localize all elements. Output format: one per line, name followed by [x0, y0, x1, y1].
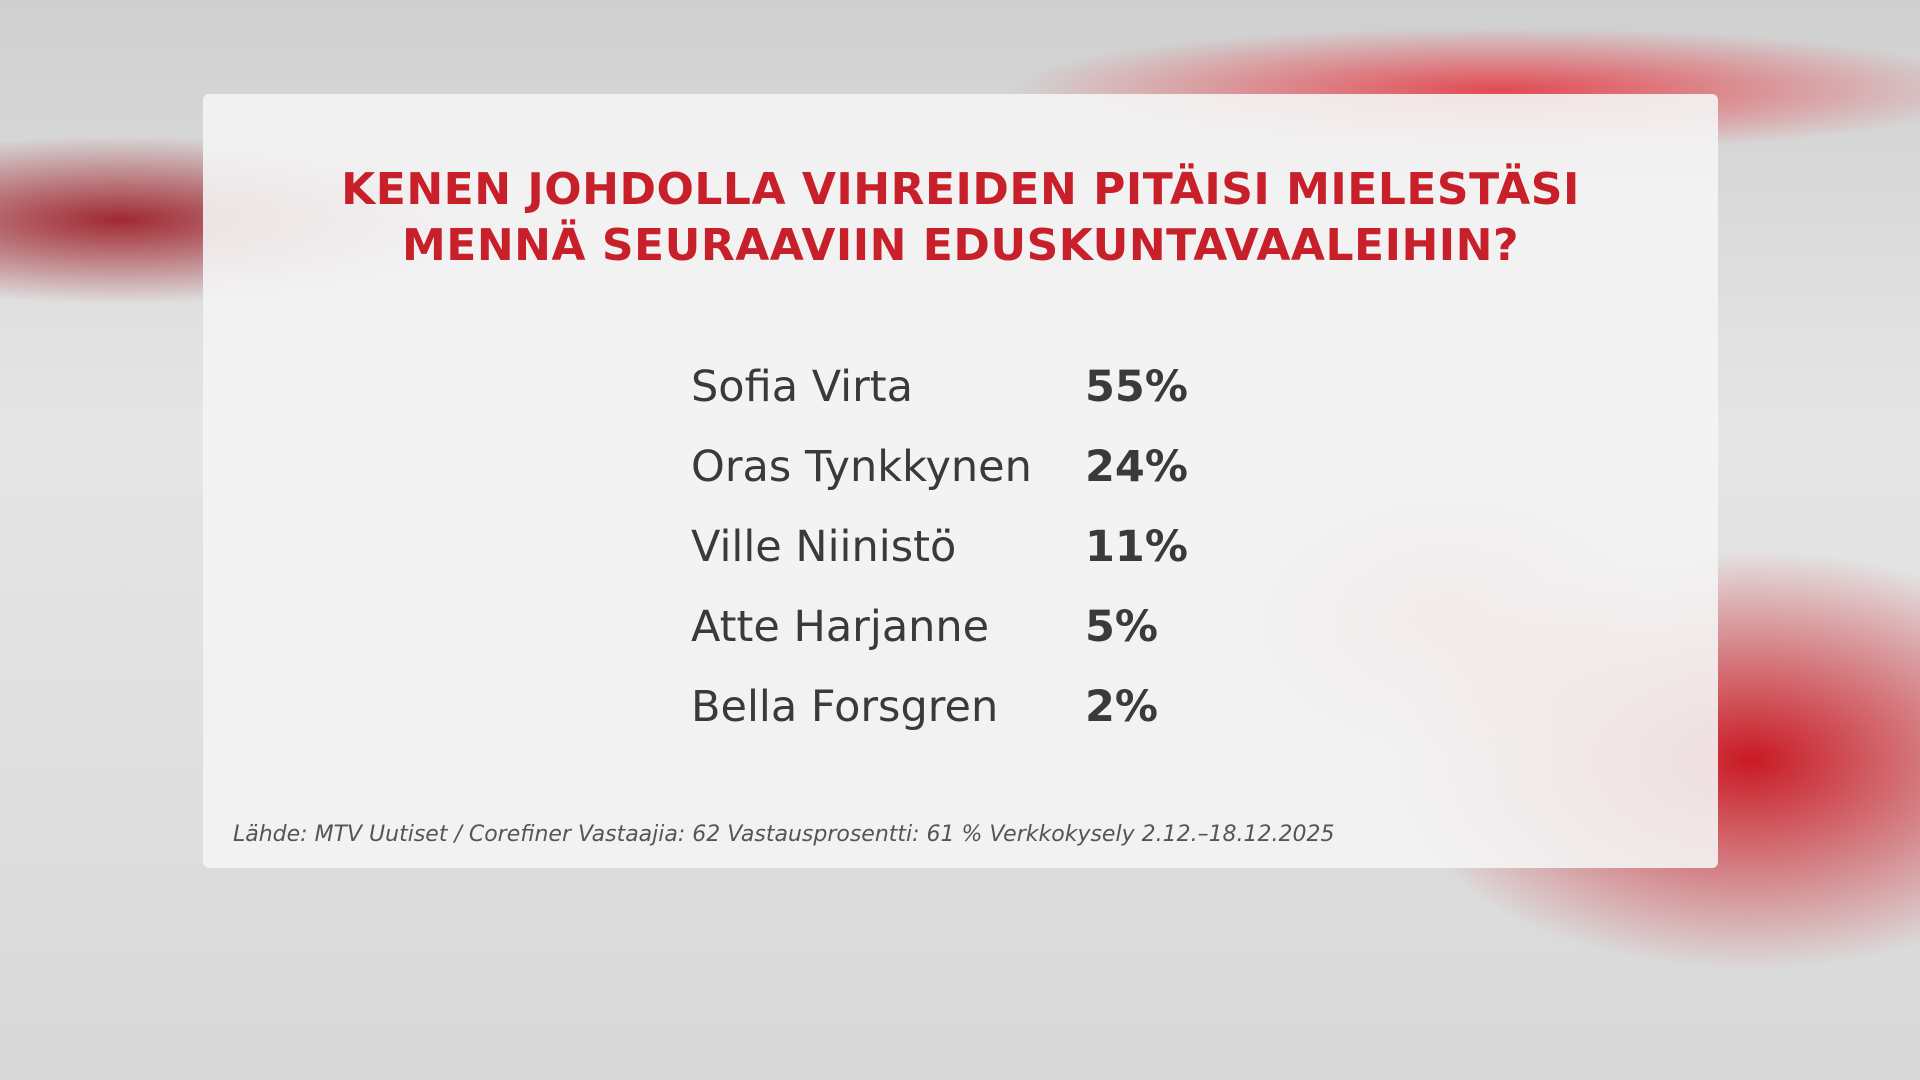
candidate-share: 5%: [1085, 602, 1159, 652]
candidate-name: Bella Forsgren: [691, 682, 999, 732]
source-note: Lähde: MTV Uutiset / Corefiner Vastaajia…: [233, 822, 1335, 847]
candidate-share: 2%: [1085, 682, 1159, 732]
candidate-name: Sofia Virta: [691, 362, 914, 412]
candidate-name: Atte Harjanne: [691, 602, 990, 652]
candidate-name: Oras Tynkkynen: [691, 442, 1032, 492]
title: KENEN JOHDOLLA VIHREIDEN PITÄISI MIELEST…: [341, 164, 1580, 215]
candidate-share: 24%: [1085, 442, 1188, 492]
title: MENNÄ SEURAAVIIN EDUSKUNTAVAALEIHIN?: [402, 220, 1519, 271]
candidate-share: 55%: [1085, 362, 1188, 412]
candidate-name: Ville Niinistö: [691, 522, 957, 572]
panel: Lähde: MTV Uutiset / Corefiner Vastaajia…: [203, 94, 1718, 868]
candidate-share: 11%: [1085, 522, 1188, 572]
